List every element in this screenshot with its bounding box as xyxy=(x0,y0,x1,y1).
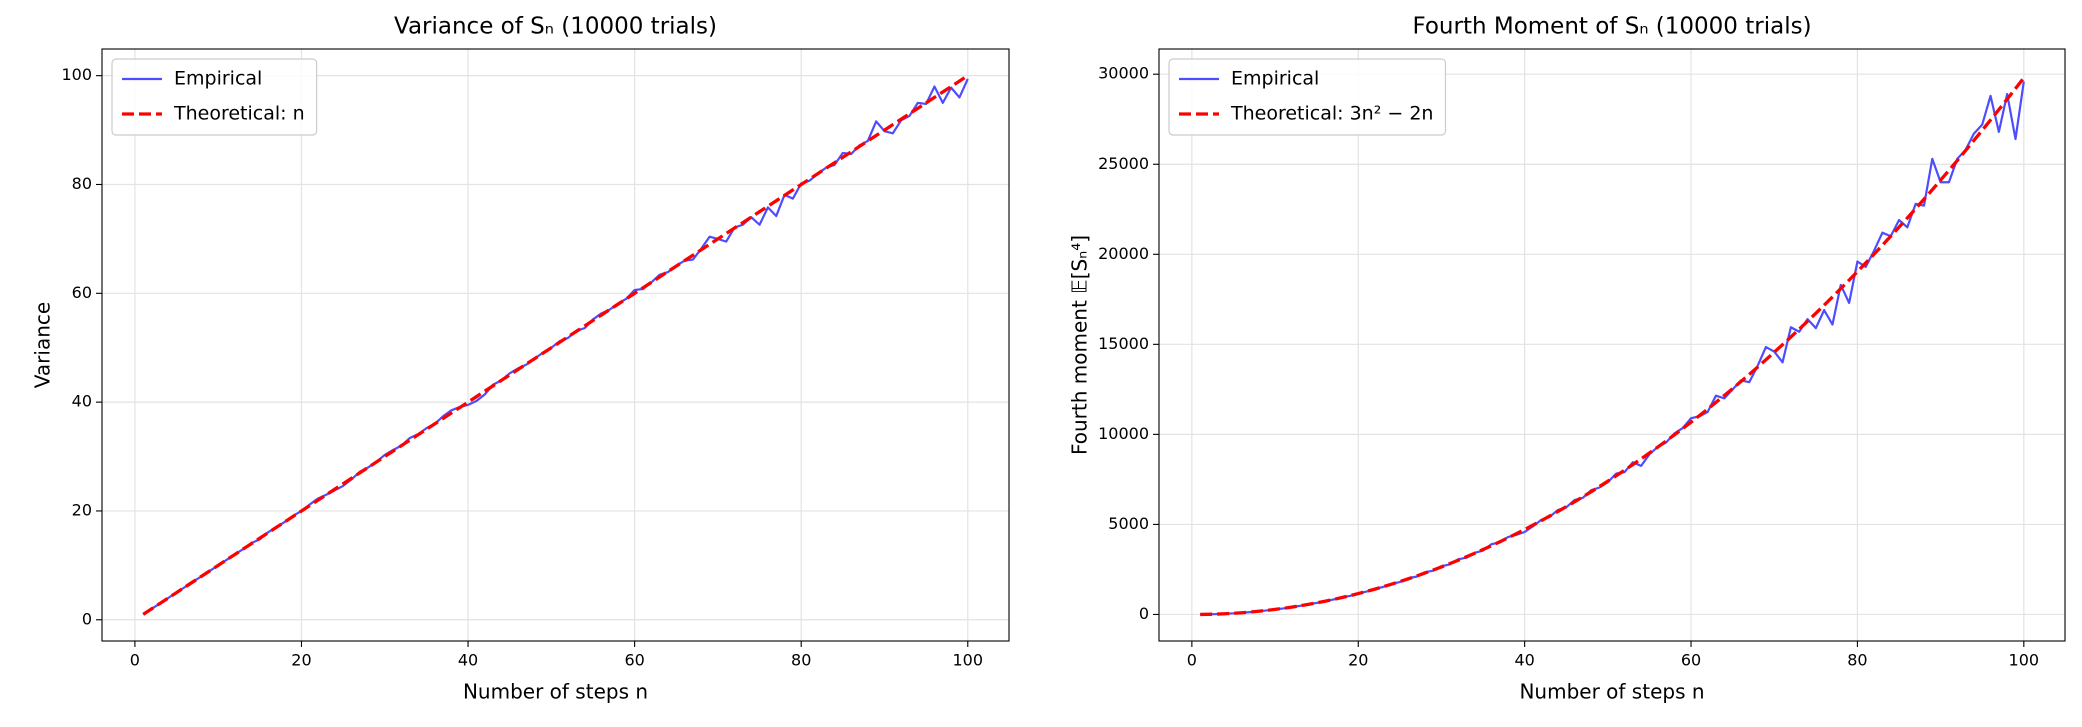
y-tick-label: 80 xyxy=(72,174,92,193)
legend: Empirical Theoretical: n xyxy=(111,58,318,136)
y-tick-label: 5000 xyxy=(1108,514,1149,533)
legend-label: Empirical xyxy=(1231,68,1319,90)
x-tick-label: 40 xyxy=(1514,651,1534,670)
y-tick-label: 20000 xyxy=(1098,244,1149,263)
x-tick-label: 80 xyxy=(1847,651,1867,670)
y-tick-label: 100 xyxy=(61,65,92,84)
x-tick-label: 80 xyxy=(791,651,811,670)
axes: 0 20 40 60 80 100 0 5000 10000 15000 20000 25000 300… xyxy=(1068,14,2066,704)
y-tick-label: 0 xyxy=(1139,604,1149,623)
legend: Empirical Theoretical: 3n² − 2n xyxy=(1168,58,1447,136)
y-tick-label: 30000 xyxy=(1098,64,1149,83)
axes-frame xyxy=(1158,48,2066,642)
y-tick-label: 25000 xyxy=(1098,154,1149,173)
legend-label: Theoretical: n xyxy=(173,103,305,125)
chart-title: Fourth Moment of Sₙ (10000 trials) xyxy=(1412,14,1811,40)
axes-frame xyxy=(101,48,1010,642)
y-axis-label: Fourth moment 𝔼[Sₙ⁴] xyxy=(1068,235,1092,455)
x-tick-label: 60 xyxy=(1681,651,1701,670)
y-tick-label: 0 xyxy=(82,609,92,628)
x-tick-label: 100 xyxy=(952,651,983,670)
y-tick-label: 60 xyxy=(72,283,92,302)
y-tick-label: 20 xyxy=(72,500,92,519)
x-tick-label: 40 xyxy=(458,651,478,670)
series-line xyxy=(142,74,969,616)
y-tick-label: 15000 xyxy=(1098,334,1149,353)
legend-box xyxy=(1168,58,1447,136)
series-line xyxy=(1200,76,2026,617)
y-axis-label: Variance xyxy=(31,302,55,388)
x-tick-label: 0 xyxy=(1187,651,1197,670)
x-tick-label: 20 xyxy=(291,651,311,670)
x-tick-label: 60 xyxy=(624,651,644,670)
legend-label: Empirical xyxy=(174,68,262,90)
x-axis-label: Number of steps n xyxy=(463,680,648,704)
x-tick-label: 100 xyxy=(2009,651,2040,670)
y-tick-label: 10000 xyxy=(1098,424,1149,443)
legend-label: Theoretical: 3n² − 2n xyxy=(1230,103,1433,125)
x-tick-label: 20 xyxy=(1348,651,1368,670)
series-line xyxy=(1200,81,2025,616)
legend-box xyxy=(111,58,318,136)
chart-title: Variance of Sₙ (10000 trials) xyxy=(394,14,717,40)
y-tick-label: 40 xyxy=(72,392,92,411)
axes: 0 20 40 60 80 100 0 20 40 60 80 100 Variance of Sₙ (… xyxy=(31,14,1010,704)
x-axis-label: Number of steps n xyxy=(1519,680,1704,704)
x-tick-label: 0 xyxy=(130,651,140,670)
